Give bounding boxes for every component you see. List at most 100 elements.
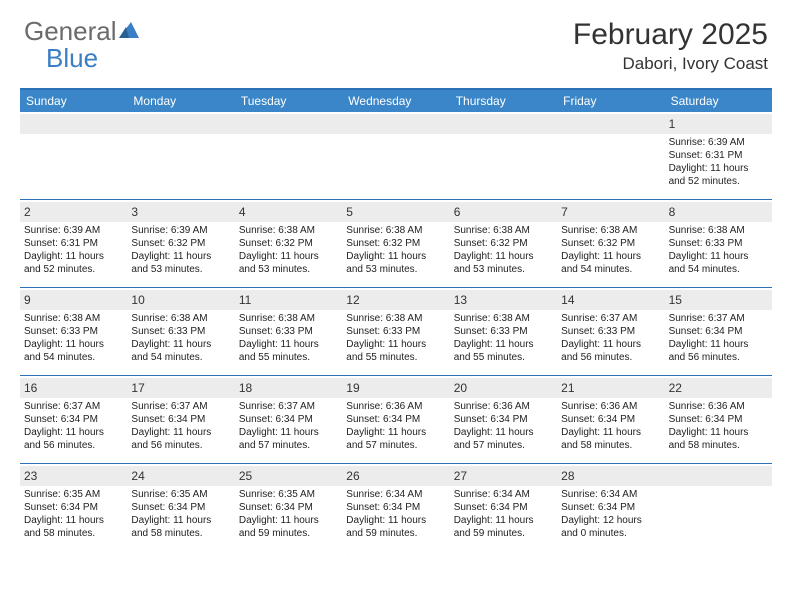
day-number-row: 18: [235, 378, 342, 398]
day-number: 13: [454, 293, 467, 307]
day-info: Sunrise: 6:39 AMSunset: 6:31 PMDaylight:…: [669, 136, 768, 188]
day-number: 19: [346, 381, 359, 395]
day-number-row: 15: [665, 290, 772, 310]
calendar-cell: 24 Sunrise: 6:35 AMSunset: 6:34 PMDayligh…: [127, 464, 234, 552]
day-number-row: 2: [20, 202, 127, 222]
day-number-row: 17: [127, 378, 234, 398]
day-info: Sunrise: 6:35 AMSunset: 6:34 PMDaylight:…: [239, 488, 338, 540]
calendar-cell: 19 Sunrise: 6:36 AMSunset: 6:34 PMDayligh…: [342, 376, 449, 464]
day-number: 25: [239, 469, 252, 483]
day-number: 1: [669, 117, 676, 131]
weekday-header: Wednesday: [342, 90, 449, 112]
weekday-header-row: SundayMondayTuesdayWednesdayThursdayFrid…: [20, 90, 772, 112]
day-number-row: 11: [235, 290, 342, 310]
calendar-cell: 20Sunrise: 6:36 AMSunset: 6:34 PMDayligh…: [450, 376, 557, 464]
day-info: Sunrise: 6:38 AMSunset: 6:33 PMDaylight:…: [346, 312, 445, 364]
day-info: Sunrise: 6:34 AMSunset: 6:34 PMDaylight:…: [454, 488, 553, 540]
day-info: Sunrise: 6:38 AMSunset: 6:33 PMDaylight:…: [239, 312, 338, 364]
month-title: February 2025: [573, 18, 768, 52]
day-info: Sunrise: 6:36 AMSunset: 6:34 PMDaylight:…: [454, 400, 553, 452]
weekday-header: Saturday: [665, 90, 772, 112]
day-number: 7: [561, 205, 568, 219]
calendar-cell: [450, 112, 557, 200]
day-number: 11: [239, 293, 251, 307]
day-number-row: 6: [450, 202, 557, 222]
logo: General Blue: [24, 18, 141, 72]
day-info: Sunrise: 6:37 AMSunset: 6:34 PMDaylight:…: [669, 312, 768, 364]
calendar-cell: 13 Sunrise: 6:38 AMSunset: 6:33 PMDayligh…: [450, 288, 557, 376]
day-number: 23: [24, 469, 37, 483]
day-number: 18: [239, 381, 252, 395]
day-number: 15: [669, 293, 682, 307]
day-number-row: 12: [342, 290, 449, 310]
calendar-cell: 18 Sunrise: 6:37 AMSunset: 6:34 PMDayligh…: [235, 376, 342, 464]
day-number: 17: [131, 381, 144, 395]
day-info: Sunrise: 6:34 AMSunset: 6:34 PMDaylight:…: [561, 488, 660, 540]
calendar-cell: 23Sunrise: 6:35 AMSunset: 6:34 PMDayligh…: [20, 464, 127, 552]
day-info: Sunrise: 6:37 AMSunset: 6:33 PMDaylight:…: [561, 312, 660, 364]
day-info: Sunrise: 6:35 AMSunset: 6:34 PMDaylight:…: [131, 488, 230, 540]
day-number-row: [235, 114, 342, 134]
calendar-cell: 15 Sunrise: 6:37 AMSunset: 6:34 PMDayligh…: [665, 288, 772, 376]
logo-text-general: General: [24, 16, 117, 46]
day-number: 28: [561, 469, 574, 483]
calendar-cell: 28 Sunrise: 6:34 AMSunset: 6:34 PMDayligh…: [557, 464, 664, 552]
day-number: 2: [24, 205, 31, 219]
day-number-row: 24: [127, 466, 234, 486]
day-number-row: [342, 114, 449, 134]
logo-text-wrap: General Blue: [24, 18, 141, 72]
day-number-row: 26: [342, 466, 449, 486]
day-number: 5: [346, 205, 353, 219]
sail-icon: [117, 20, 141, 45]
calendar-cell: [557, 112, 664, 200]
day-number: 16: [24, 381, 37, 395]
calendar-cell: 9Sunrise: 6:38 AMSunset: 6:33 PMDaylight…: [20, 288, 127, 376]
title-block: February 2025 Dabori, Ivory Coast: [573, 18, 768, 74]
day-number-row: [450, 114, 557, 134]
day-info: Sunrise: 6:34 AMSunset: 6:34 PMDaylight:…: [346, 488, 445, 540]
day-number: 8: [669, 205, 676, 219]
calendar-cell: 16 Sunrise: 6:37 AMSunset: 6:34 PMDayligh…: [20, 376, 127, 464]
calendar-cell: 25 Sunrise: 6:35 AMSunset: 6:34 PMDayligh…: [235, 464, 342, 552]
day-number-row: 23: [20, 466, 127, 486]
day-number-row: [20, 114, 127, 134]
day-number: 10: [131, 293, 144, 307]
day-info: Sunrise: 6:36 AMSunset: 6:34 PMDaylight:…: [669, 400, 768, 452]
day-number: 6: [454, 205, 461, 219]
calendar-cell: 26Sunrise: 6:34 AMSunset: 6:34 PMDayligh…: [342, 464, 449, 552]
day-info: Sunrise: 6:38 AMSunset: 6:33 PMDaylight:…: [454, 312, 553, 364]
calendar-cell: 10 Sunrise: 6:38 AMSunset: 6:33 PMDayligh…: [127, 288, 234, 376]
day-number-row: 5: [342, 202, 449, 222]
calendar-cell: 27Sunrise: 6:34 AMSunset: 6:34 PMDayligh…: [450, 464, 557, 552]
day-number-row: 22: [665, 378, 772, 398]
day-info: Sunrise: 6:36 AMSunset: 6:34 PMDaylight:…: [346, 400, 445, 452]
day-number: 9: [24, 293, 31, 307]
day-number: 4: [239, 205, 246, 219]
calendar-cell: 21Sunrise: 6:36 AMSunset: 6:34 PMDayligh…: [557, 376, 664, 464]
day-number-row: 4: [235, 202, 342, 222]
day-number: 24: [131, 469, 144, 483]
day-info: Sunrise: 6:38 AMSunset: 6:33 PMDaylight:…: [131, 312, 230, 364]
day-number: 3: [131, 205, 138, 219]
day-number: 12: [346, 293, 359, 307]
day-info: Sunrise: 6:38 AMSunset: 6:32 PMDaylight:…: [561, 224, 660, 276]
day-number-row: 13: [450, 290, 557, 310]
calendar-cell: 11 Sunrise: 6:38 AMSunset: 6:33 PMDayligh…: [235, 288, 342, 376]
day-number: 22: [669, 381, 682, 395]
calendar-cell: 3Sunrise: 6:39 AMSunset: 6:32 PMDaylight…: [127, 200, 234, 288]
day-number-row: 16: [20, 378, 127, 398]
day-number: 14: [561, 293, 574, 307]
day-number-row: 25: [235, 466, 342, 486]
day-info: Sunrise: 6:37 AMSunset: 6:34 PMDaylight:…: [24, 400, 123, 452]
calendar-cell: 8Sunrise: 6:38 AMSunset: 6:33 PMDaylight…: [665, 200, 772, 288]
logo-text-blue: Blue: [46, 43, 98, 73]
calendar-grid: 1 Sunrise: 6:39 AMSunset: 6:31 PMDaylight…: [20, 112, 772, 552]
day-info: Sunrise: 6:39 AMSunset: 6:31 PMDaylight:…: [24, 224, 123, 276]
calendar-cell: 6Sunrise: 6:38 AMSunset: 6:32 PMDaylight…: [450, 200, 557, 288]
day-info: Sunrise: 6:37 AMSunset: 6:34 PMDaylight:…: [239, 400, 338, 452]
weekday-header: Friday: [557, 90, 664, 112]
day-number-row: 14: [557, 290, 664, 310]
weekday-header: Thursday: [450, 90, 557, 112]
calendar-cell: 17Sunrise: 6:37 AMSunset: 6:34 PMDayligh…: [127, 376, 234, 464]
day-info: Sunrise: 6:38 AMSunset: 6:32 PMDaylight:…: [239, 224, 338, 276]
